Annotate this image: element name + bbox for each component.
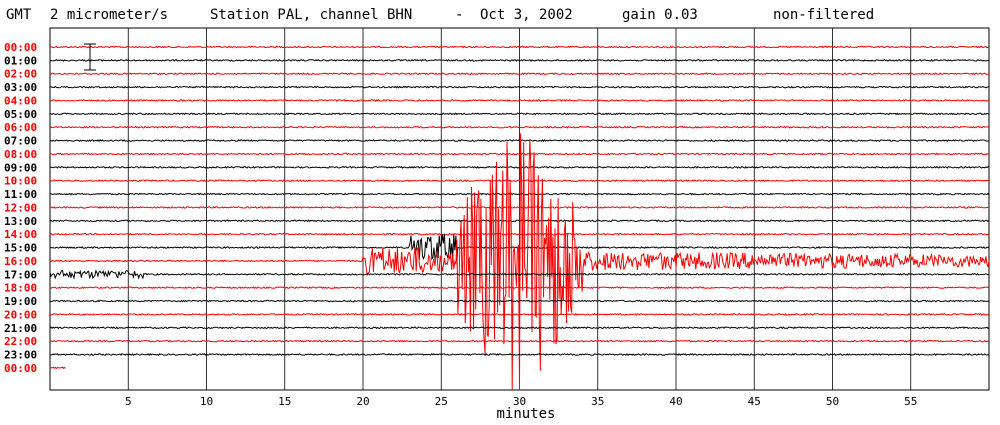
hour-label: 10:00 xyxy=(4,175,37,188)
trace-row xyxy=(49,99,990,102)
x-tick-label: 5 xyxy=(125,395,132,408)
trace-row xyxy=(49,299,990,303)
hour-label: 19:00 xyxy=(4,295,37,308)
hour-label: 12:00 xyxy=(4,201,37,214)
x-tick-label: 35 xyxy=(591,395,604,408)
trace-row xyxy=(49,232,990,236)
hour-label: 08:00 xyxy=(4,148,37,161)
hour-label: 17:00 xyxy=(4,268,37,281)
hour-label: 13:00 xyxy=(4,215,37,228)
hour-label: 02:00 xyxy=(4,68,37,81)
hour-label: 15:00 xyxy=(4,242,37,255)
header-scale: 2 micrometer/s xyxy=(50,7,168,23)
trace-row xyxy=(49,219,990,223)
hour-label: 16:00 xyxy=(4,255,37,268)
trace-row xyxy=(49,339,990,343)
hour-label: 00:00 xyxy=(4,362,37,375)
hour-label: 07:00 xyxy=(4,135,37,148)
hour-label: 04:00 xyxy=(4,94,37,107)
trace-row xyxy=(49,45,990,49)
hour-label: 20:00 xyxy=(4,308,37,321)
trace-row xyxy=(49,205,990,209)
hour-label: 03:00 xyxy=(4,81,37,94)
trace-row xyxy=(49,366,66,370)
trace-row xyxy=(49,192,990,196)
header-date: Oct 3, 2002 xyxy=(480,7,573,23)
hour-label: 00:00 xyxy=(4,41,37,54)
trace-row xyxy=(49,152,990,156)
header-timezone: GMT xyxy=(6,7,32,23)
seismic-traces xyxy=(49,45,990,391)
x-tick-label: 30 xyxy=(513,395,526,408)
hour-label: 01:00 xyxy=(4,54,37,67)
x-tick-label: 10 xyxy=(200,395,213,408)
trace-row xyxy=(49,139,990,143)
trace-row xyxy=(49,233,990,261)
vertical-gridlines xyxy=(127,28,912,390)
x-tick-label: 25 xyxy=(435,395,448,408)
header-separator: - xyxy=(455,7,463,23)
trace-row xyxy=(49,85,990,89)
hour-label: 11:00 xyxy=(4,188,37,201)
header-filter: non-filtered xyxy=(773,7,874,23)
trace-row xyxy=(49,125,990,129)
hour-label: 18:00 xyxy=(4,282,37,295)
hour-label: 23:00 xyxy=(4,349,37,362)
x-tick-label: 20 xyxy=(356,395,369,408)
trace-row xyxy=(49,179,990,183)
trace-row xyxy=(49,312,990,316)
x-axis-ticks: 5 10 15 20 25 30 35 40 45 50 55 xyxy=(125,395,917,408)
header-gain: gain 0.03 xyxy=(622,7,698,23)
trace-row xyxy=(49,269,990,280)
trace-row xyxy=(49,165,990,169)
x-axis-label: minutes xyxy=(496,406,555,422)
hour-label: 09:00 xyxy=(4,161,37,174)
x-tick-label: 50 xyxy=(826,395,839,408)
x-tick-label: 40 xyxy=(669,395,682,408)
amplitude-scale-bar xyxy=(84,43,96,71)
trace-row xyxy=(49,326,990,330)
x-tick-label: 15 xyxy=(278,395,291,408)
header-station: Station PAL, channel BHN xyxy=(210,7,412,23)
trace-row xyxy=(49,353,990,357)
trace-row xyxy=(49,58,990,62)
hour-label: 06:00 xyxy=(4,121,37,134)
hour-label: 05:00 xyxy=(4,108,37,121)
trace-row xyxy=(49,133,990,391)
hour-labels: 00:0001:0002:0003:0004:0005:0006:0007:00… xyxy=(4,41,37,375)
trace-row xyxy=(49,72,990,76)
hour-label: 14:00 xyxy=(4,228,37,241)
trace-row xyxy=(49,286,990,290)
x-tick-label: 55 xyxy=(904,395,917,408)
hour-label: 22:00 xyxy=(4,335,37,348)
trace-row xyxy=(50,112,990,116)
hour-label: 21:00 xyxy=(4,322,37,335)
x-tick-label: 45 xyxy=(748,395,761,408)
